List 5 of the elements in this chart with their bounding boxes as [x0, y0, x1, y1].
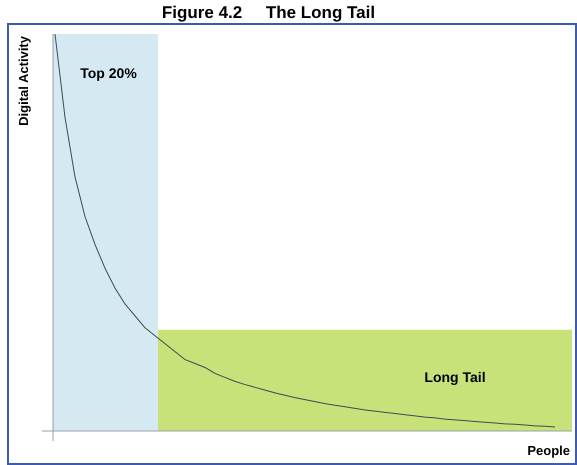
chart-title: Figure 4.2 The Long Tail: [162, 3, 376, 22]
annotation: Long Tail: [424, 369, 486, 385]
x-axis-title: People: [527, 443, 570, 458]
annotation: Top 20%: [80, 65, 138, 81]
y-axis-title: Digital Activity: [16, 35, 31, 126]
